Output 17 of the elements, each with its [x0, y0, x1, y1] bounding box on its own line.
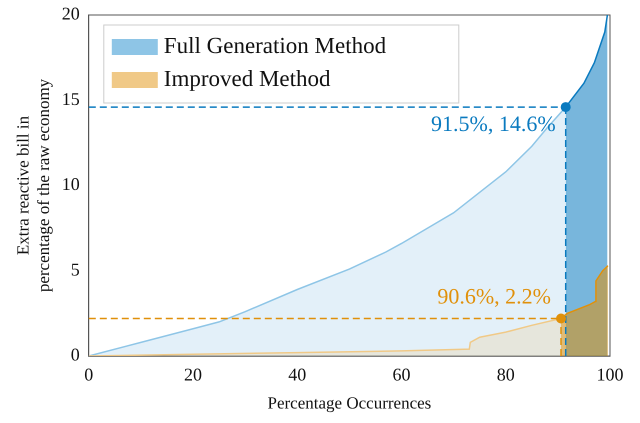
- y-tick-label: 20: [62, 4, 80, 24]
- legend-label: Full Generation Method: [164, 33, 387, 58]
- y-tick-label: 5: [70, 259, 80, 280]
- x-tick-label: 80: [496, 364, 515, 385]
- x-axis-title: Percentage Occurrences: [268, 393, 432, 412]
- legend-label: Improved Method: [164, 66, 332, 92]
- x-tick-label: 20: [184, 364, 202, 385]
- x-tick-label: 40: [288, 364, 306, 385]
- y-tick-label: 10: [62, 174, 80, 194]
- y-tick-label: 0: [70, 344, 80, 365]
- x-tick-label: 100: [596, 364, 624, 385]
- y-axis-title: Extra reactive bill in percentage of the raw economy: [14, 78, 54, 292]
- annotation: 90.6%, 2.2%: [437, 283, 552, 308]
- x-tick-label: 60: [392, 364, 411, 385]
- y-tick-label: 15: [62, 88, 80, 109]
- x-tick-label: 0: [84, 364, 94, 385]
- annotation: 91.5%, 14.6%: [431, 110, 556, 136]
